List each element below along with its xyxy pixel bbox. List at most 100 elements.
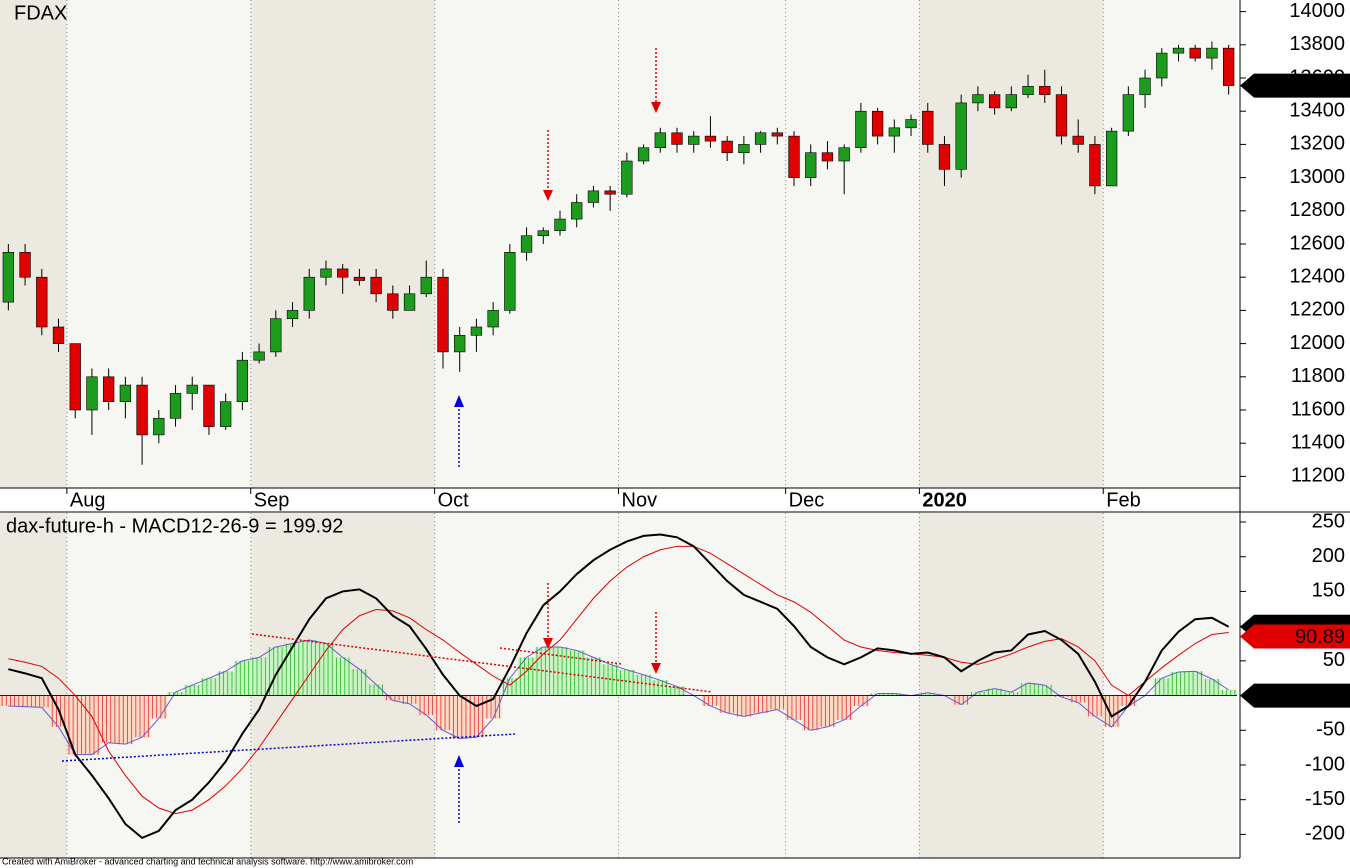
candle-body — [1172, 47, 1185, 54]
histogram-bar — [1086, 695, 1104, 717]
y-tick-label: -100 — [1305, 753, 1345, 775]
candle-body — [119, 384, 132, 402]
candle-body — [520, 235, 533, 253]
histogram-bar — [384, 695, 402, 701]
value-tag — [1240, 624, 1350, 649]
candle-body — [136, 384, 148, 436]
histogram-bar — [986, 688, 1003, 696]
panel-title: FDAX — [14, 2, 67, 24]
arrow-head — [543, 190, 553, 201]
candle-body — [1039, 86, 1051, 95]
x-tick-label: Dec — [789, 489, 825, 511]
histogram-bar — [117, 695, 134, 745]
y-tick-label: 12800 — [1289, 199, 1345, 221]
candle-body — [955, 102, 967, 170]
candle-body — [370, 276, 382, 295]
histogram-bar — [468, 695, 485, 738]
candle-body — [387, 293, 399, 311]
candle-body — [52, 326, 65, 344]
y-tick-label: 12400 — [1289, 265, 1345, 287]
histogram-bar — [1170, 671, 1187, 696]
month-band — [0, 0, 67, 488]
arrow-head — [651, 663, 661, 674]
histogram-bar — [869, 693, 886, 696]
histogram-bar — [969, 692, 987, 696]
arrow-head — [454, 395, 464, 407]
histogram-bar — [367, 684, 385, 696]
histogram-bar — [1203, 678, 1221, 696]
candle-body — [1206, 47, 1218, 59]
panel-title: dax-future-h - MACD12-26-9 = 199.92 — [6, 515, 343, 537]
candle-body — [270, 318, 282, 353]
histogram-bar — [401, 695, 418, 704]
histogram-bar — [819, 695, 836, 727]
candle-body — [153, 417, 165, 436]
y-tick-label: 150 — [1312, 580, 1345, 602]
candle-body — [1055, 94, 1068, 137]
candle-body — [437, 276, 449, 353]
candle-body — [587, 190, 600, 203]
histogram-bar — [785, 695, 803, 720]
candle-body — [654, 132, 666, 149]
arrow-head — [454, 755, 464, 767]
candle-body — [571, 202, 583, 220]
histogram-bar — [1053, 695, 1070, 697]
histogram-bar — [651, 680, 669, 696]
y-tick-label: 11200 — [1291, 465, 1345, 487]
signal-line — [8, 545, 1229, 815]
candle-body — [1222, 47, 1235, 86]
candle-body — [1022, 86, 1034, 95]
footer: Created with AmiBroker - advanced charti… — [2, 856, 413, 866]
x-tick-label: 2020 — [922, 489, 967, 511]
histogram-bar — [835, 695, 853, 720]
y-tick-label: 11400 — [1291, 431, 1345, 453]
candle-body — [103, 376, 115, 402]
candle-body — [203, 384, 215, 427]
candle-body — [938, 144, 951, 170]
x-tick-label: Nov — [622, 489, 658, 511]
candle-body — [988, 94, 1001, 109]
histogram-bar — [702, 695, 719, 706]
month-band — [0, 513, 67, 858]
candle-body — [2, 251, 15, 303]
candle-body — [86, 376, 98, 411]
y-tick-label: 11600 — [1291, 398, 1345, 420]
histogram-bar — [150, 695, 168, 719]
candle-body — [821, 152, 834, 162]
value-tag — [1240, 73, 1350, 98]
candle-body — [303, 276, 315, 311]
candle-body — [186, 384, 198, 394]
month-band — [919, 513, 1104, 858]
histogram-bar — [1103, 695, 1120, 727]
histogram-bar — [284, 643, 301, 696]
histogram-bar — [768, 695, 786, 710]
candle-body — [604, 190, 616, 195]
month-band — [919, 0, 1104, 488]
y-tick-label: 12200 — [1289, 299, 1345, 321]
candle-body — [504, 251, 516, 311]
histogram-bar — [300, 640, 318, 696]
histogram-bar — [250, 657, 268, 696]
candle-body — [972, 94, 984, 104]
y-tick-label: 200 — [1312, 545, 1345, 567]
candle-body — [721, 140, 733, 154]
x-tick-label: Feb — [1106, 489, 1140, 511]
month-band — [1103, 0, 1237, 488]
candle-body — [253, 351, 265, 361]
histogram-bar — [1153, 678, 1171, 696]
backgrounds — [0, 0, 1237, 858]
y-tick-label: -200 — [1305, 823, 1345, 845]
candle-body — [1156, 52, 1168, 79]
trend-line — [499, 647, 623, 665]
histogram-bar — [16, 695, 34, 707]
y-tick-label: 12000 — [1289, 332, 1345, 354]
histogram-bar — [618, 669, 636, 696]
annotations — [61, 48, 713, 825]
candle-body — [487, 310, 499, 328]
candle-body — [688, 135, 700, 145]
histogram-bar — [0, 695, 17, 706]
candle-body — [1072, 135, 1084, 145]
histogram-bar — [167, 692, 184, 696]
histogram-outline — [8, 639, 1229, 756]
histogram-bar — [568, 650, 586, 696]
